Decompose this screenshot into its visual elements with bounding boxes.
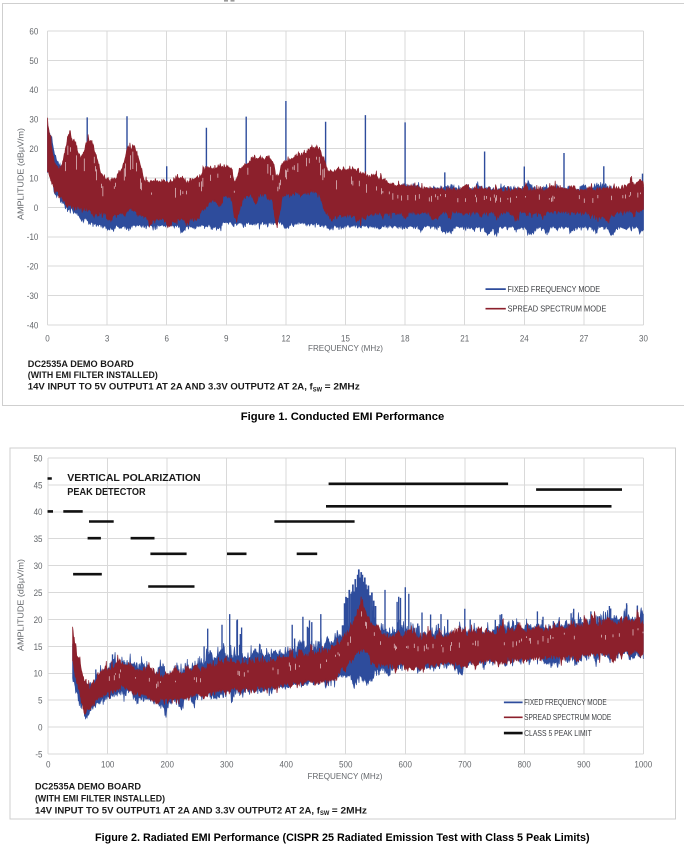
svg-text:400: 400 (280, 760, 293, 771)
svg-text:300: 300 (220, 760, 233, 771)
svg-text:5: 5 (38, 696, 43, 707)
svg-text:SW: SW (320, 810, 330, 817)
svg-text:800: 800 (518, 760, 531, 771)
svg-text:FREQUENCY (MHz): FREQUENCY (MHz) (308, 343, 383, 353)
svg-text:= 2MHz: = 2MHz (325, 382, 360, 393)
svg-text:20: 20 (34, 615, 43, 626)
svg-text:6: 6 (164, 333, 169, 344)
svg-text:0: 0 (34, 203, 39, 214)
svg-text:(WITH EMI FILTER INSTALLED): (WITH EMI FILTER INSTALLED) (28, 370, 158, 381)
svg-text:1000: 1000 (634, 760, 652, 771)
svg-text:500: 500 (339, 760, 352, 771)
svg-text:21: 21 (460, 333, 469, 344)
svg-text:AMPLITUDE (dBμV/m): AMPLITUDE (dBμV/m) (16, 559, 26, 651)
svg-text:SPREAD SPECTRUM MODE: SPREAD SPECTRUM MODE (524, 713, 611, 722)
svg-text:40: 40 (34, 507, 43, 518)
svg-text:0: 0 (45, 333, 50, 344)
svg-text:18: 18 (401, 333, 410, 344)
svg-text:3: 3 (105, 333, 110, 344)
svg-text:FIXED FREQUENCY MODE: FIXED FREQUENCY MODE (524, 698, 607, 707)
svg-text:14V INPUT TO 5V OUTPUT1 AT 2A: 14V INPUT TO 5V OUTPUT1 AT 2A AND 3.3V O… (28, 382, 314, 393)
svg-text:0: 0 (46, 760, 51, 771)
svg-text:700: 700 (458, 760, 471, 771)
svg-text:900: 900 (577, 760, 590, 771)
svg-text:-40: -40 (27, 320, 39, 331)
svg-text:20: 20 (29, 144, 38, 155)
svg-text:FIXED FREQUENCY MODE: FIXED FREQUENCY MODE (508, 284, 601, 294)
svg-text:24: 24 (520, 333, 529, 344)
svg-text:10: 10 (29, 173, 38, 184)
svg-text:60: 60 (29, 26, 38, 37)
svg-text:9: 9 (224, 333, 229, 344)
svg-text:-5: -5 (35, 749, 42, 760)
svg-text:200: 200 (161, 760, 174, 771)
svg-text:PEAK DETECTOR: PEAK DETECTOR (67, 486, 146, 498)
svg-text:14V INPUT TO 5V OUTPUT1 AT 2A: 14V INPUT TO 5V OUTPUT1 AT 2A AND 3.3V O… (35, 805, 321, 816)
svg-text:= 2MHz: = 2MHz (332, 805, 367, 816)
svg-text:27: 27 (579, 333, 588, 344)
svg-text:Figure 1. Conducted EMI Perfor: Figure 1. Conducted EMI Performance (241, 411, 445, 423)
svg-text:30: 30 (639, 333, 648, 344)
svg-text:50: 50 (29, 56, 38, 67)
svg-text:25: 25 (34, 588, 43, 599)
svg-text:-20: -20 (27, 262, 39, 273)
svg-text:0: 0 (38, 722, 43, 733)
svg-text:15: 15 (341, 333, 350, 344)
svg-text:-10: -10 (27, 232, 39, 243)
svg-text:FREQUENCY (MHz): FREQUENCY (MHz) (308, 771, 383, 781)
svg-text:15: 15 (34, 642, 43, 653)
svg-text:Figure 2. Radiated EMI Perform: Figure 2. Radiated EMI Performance (CISP… (95, 832, 590, 844)
svg-text:VERTICAL POLARIZATION: VERTICAL POLARIZATION (67, 472, 200, 484)
svg-text:45: 45 (34, 480, 43, 491)
svg-text:30: 30 (34, 561, 43, 572)
svg-text:10: 10 (34, 669, 43, 680)
svg-text:100: 100 (101, 760, 114, 771)
svg-text:(WITH EMI FILTER INSTALLED): (WITH EMI FILTER INSTALLED) (35, 794, 165, 805)
svg-text:DC2535A DEMO BOARD: DC2535A DEMO BOARD (35, 782, 141, 793)
svg-text:DC2535A DEMO BOARD: DC2535A DEMO BOARD (28, 359, 134, 370)
svg-text:AMPLITUDE (dBμV/m): AMPLITUDE (dBμV/m) (16, 128, 26, 220)
svg-text:30: 30 (29, 115, 38, 126)
svg-text:40: 40 (29, 85, 38, 96)
svg-text:SPREAD SPECTRUM MODE: SPREAD SPECTRUM MODE (508, 304, 607, 314)
svg-text:-30: -30 (27, 291, 39, 302)
svg-text:50: 50 (34, 453, 43, 464)
svg-text:SW: SW (313, 386, 323, 393)
svg-text:CLASS 5 PEAK LIMIT: CLASS 5 PEAK LIMIT (524, 729, 592, 738)
svg-text:35: 35 (34, 534, 43, 545)
svg-text:12: 12 (281, 333, 290, 344)
svg-text:600: 600 (399, 760, 412, 771)
